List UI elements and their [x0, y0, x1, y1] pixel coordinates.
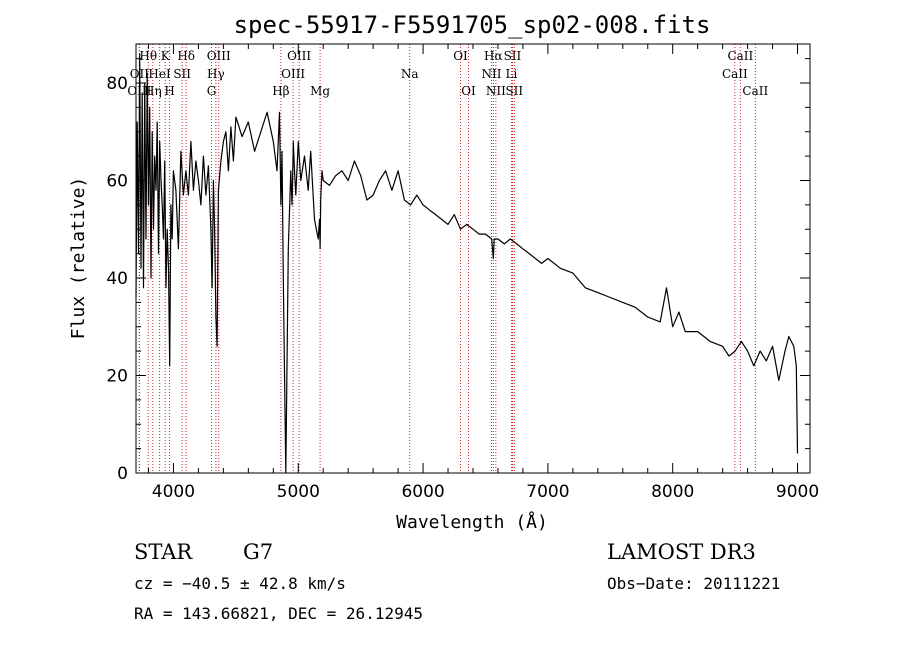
y-tick-label: 0	[117, 464, 128, 484]
line-label: OIII	[287, 49, 311, 63]
y-axis-label: Flux (relative)	[68, 177, 89, 340]
x-tick-label: 5000	[277, 482, 320, 502]
line-label: Mg	[310, 84, 330, 98]
plot-frame	[135, 43, 811, 474]
sky-coordinates: RA = 143.66821, DEC = 26.12945	[134, 604, 423, 623]
x-tick-label: 4000	[152, 482, 195, 502]
redshift-velocity: cz = −40.5 ± 42.8 km/s	[134, 574, 346, 593]
spectrum-line	[135, 53, 799, 474]
line-label: K	[161, 49, 171, 63]
x-tick-label: 7000	[526, 482, 569, 502]
y-tick-label: 80	[106, 74, 128, 94]
line-label: OI	[461, 84, 476, 98]
x-axis-ticks: 4000 5000 6000 7000 8000 9000	[147, 44, 819, 502]
line-label: Na	[401, 67, 419, 81]
line-label: CaII	[742, 84, 768, 98]
line-label: Hα	[484, 49, 503, 63]
line-label: SII	[504, 49, 522, 63]
line-marker-group	[138, 44, 756, 473]
x-tick-label: 9000	[776, 482, 819, 502]
line-label: OIII	[207, 49, 231, 63]
line-label: Hγ	[207, 67, 225, 81]
object-subclass: G7	[243, 540, 273, 564]
x-axis-label: Wavelength (Å)	[396, 511, 548, 533]
line-label: Li	[506, 67, 518, 81]
line-label: SII	[173, 67, 191, 81]
y-tick-label: 40	[106, 269, 128, 289]
line-label: NII	[486, 84, 506, 98]
line-label: G	[207, 84, 217, 98]
line-label: Hη	[144, 84, 162, 98]
object-class: STAR	[134, 540, 193, 564]
y-tick-label: 20	[106, 367, 128, 387]
y-tick-label: 60	[106, 172, 128, 192]
line-label: Hδ	[177, 49, 195, 63]
line-label: H	[164, 84, 174, 98]
x-tick-label: 8000	[651, 482, 694, 502]
line-label: SII	[505, 84, 523, 98]
survey-name: LAMOST DR3	[607, 540, 756, 564]
line-label: OI	[453, 49, 468, 63]
observation-date: Obs−Date: 20111221	[607, 574, 780, 593]
line-label: HeI	[148, 67, 171, 81]
line-label: CaII	[722, 67, 748, 81]
line-label: Hβ	[272, 84, 289, 98]
line-label: NII	[481, 67, 501, 81]
line-label: Hθ	[139, 49, 157, 63]
x-tick-label: 6000	[401, 482, 444, 502]
line-label: CaII	[727, 49, 753, 63]
y-axis-ticks: 0 20 40 60 80	[106, 58, 810, 484]
chart-title: spec-55917-F5591705_sp02-008.fits	[234, 11, 711, 39]
line-label: OIII	[281, 67, 305, 81]
